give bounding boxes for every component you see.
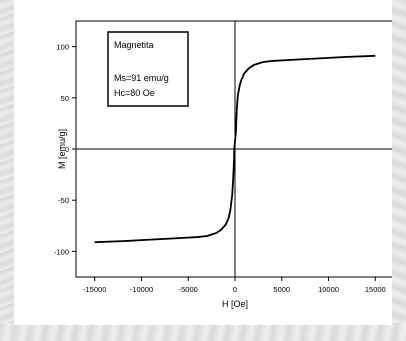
x-tick-label: -5000 bbox=[179, 285, 198, 294]
x-tick-label: -15000 bbox=[83, 285, 106, 294]
y-tick-label: -50 bbox=[58, 196, 69, 205]
y-axis-label: M [emu/g] bbox=[57, 129, 67, 169]
background-texture-bottom bbox=[0, 323, 406, 341]
x-tick-label: -10000 bbox=[130, 285, 153, 294]
y-tick-label: -100 bbox=[54, 247, 69, 256]
x-tick-label: 10000 bbox=[318, 285, 339, 294]
y-tick-label: 0 bbox=[65, 145, 69, 154]
hysteresis-chart: -15000 -10000 -5000 0 5000 10000 15000 -100 -50… bbox=[54, 20, 392, 309]
annotation-box: Magnetita Ms=91 emu/g Hc=80 Oe bbox=[107, 31, 189, 107]
annotation-hc: Hc=80 Oe bbox=[114, 88, 155, 98]
x-tick-label: 15000 bbox=[365, 285, 386, 294]
y-tick-label: 100 bbox=[56, 43, 69, 52]
annotation-title: Magnetita bbox=[114, 40, 154, 50]
chart-panel: -15000 -10000 -5000 0 5000 10000 15000 -100 -50… bbox=[14, 0, 392, 325]
x-tick-label: 5000 bbox=[273, 285, 290, 294]
magnetization-curve bbox=[94, 54, 376, 244]
background-texture-right bbox=[392, 0, 406, 341]
y-tick-label: 50 bbox=[61, 94, 69, 103]
x-tick-label: 0 bbox=[233, 285, 237, 294]
annotation-ms: Ms=91 emu/g bbox=[114, 73, 169, 83]
x-axis-label: H [Oe] bbox=[222, 299, 248, 309]
